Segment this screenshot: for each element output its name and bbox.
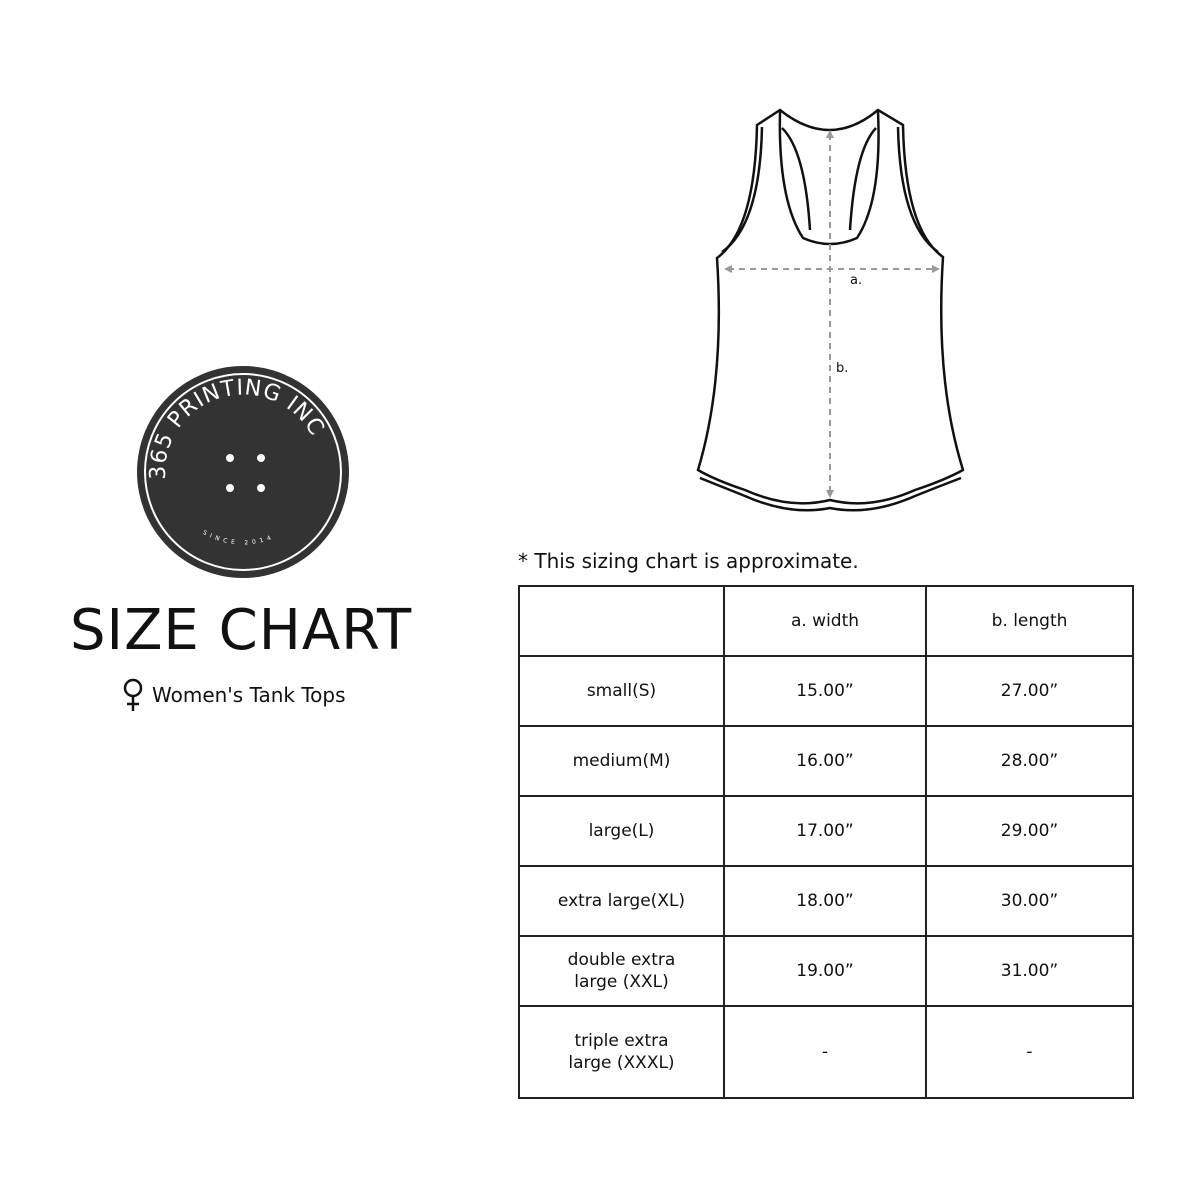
subtitle: Women's Tank Tops (122, 678, 346, 712)
table-header-row: a. width b. length (518, 585, 1134, 657)
table-row: medium(M) 16.00” 28.00” (518, 725, 1134, 797)
size-cell: triple extra large (XXXL) (518, 1005, 725, 1099)
label-a: a. (850, 273, 862, 288)
header-cell (518, 585, 725, 657)
table-row: triple extra large (XXXL) - - (518, 1005, 1134, 1099)
size-cell: extra large(XL) (518, 865, 725, 937)
table-row: small(S) 15.00” 27.00” (518, 655, 1134, 727)
female-symbol-icon (123, 678, 143, 711)
page-title: SIZE CHART (70, 598, 413, 663)
table-row: double extra large (XXL) 19.00” 31.00” (518, 935, 1134, 1007)
length-cell: 29.00” (925, 795, 1134, 867)
size-table: a. width b. length small(S) 15.00” 27.00” … (518, 585, 1134, 1099)
size-cell: small(S) (518, 655, 725, 727)
disclaimer-note: * This sizing chart is approximate. (518, 549, 859, 573)
header-width: a. width (723, 585, 927, 657)
width-cell: - (723, 1005, 927, 1099)
subtitle-text: Women's Tank Tops (152, 683, 346, 707)
width-cell: 18.00” (723, 865, 927, 937)
width-cell: 15.00” (723, 655, 927, 727)
size-cell: medium(M) (518, 725, 725, 797)
header-length: b. length (925, 585, 1134, 657)
table-row: large(L) 17.00” 29.00” (518, 795, 1134, 867)
length-cell: 27.00” (925, 655, 1134, 727)
brand-logo: 365 PRINTING INC SINCE 2014 (137, 366, 349, 578)
width-cell: 16.00” (723, 725, 927, 797)
label-b: b. (836, 361, 848, 376)
length-cell: - (925, 1005, 1134, 1099)
length-cell: 28.00” (925, 725, 1134, 797)
length-cell: 31.00” (925, 935, 1134, 1007)
size-cell: double extra large (XXL) (518, 935, 725, 1007)
length-cell: 30.00” (925, 865, 1134, 937)
width-cell: 19.00” (723, 935, 927, 1007)
tank-top-diagram: a. b. (696, 108, 965, 512)
table-row: extra large(XL) 18.00” 30.00” (518, 865, 1134, 937)
width-cell: 17.00” (723, 795, 927, 867)
size-cell: large(L) (518, 795, 725, 867)
